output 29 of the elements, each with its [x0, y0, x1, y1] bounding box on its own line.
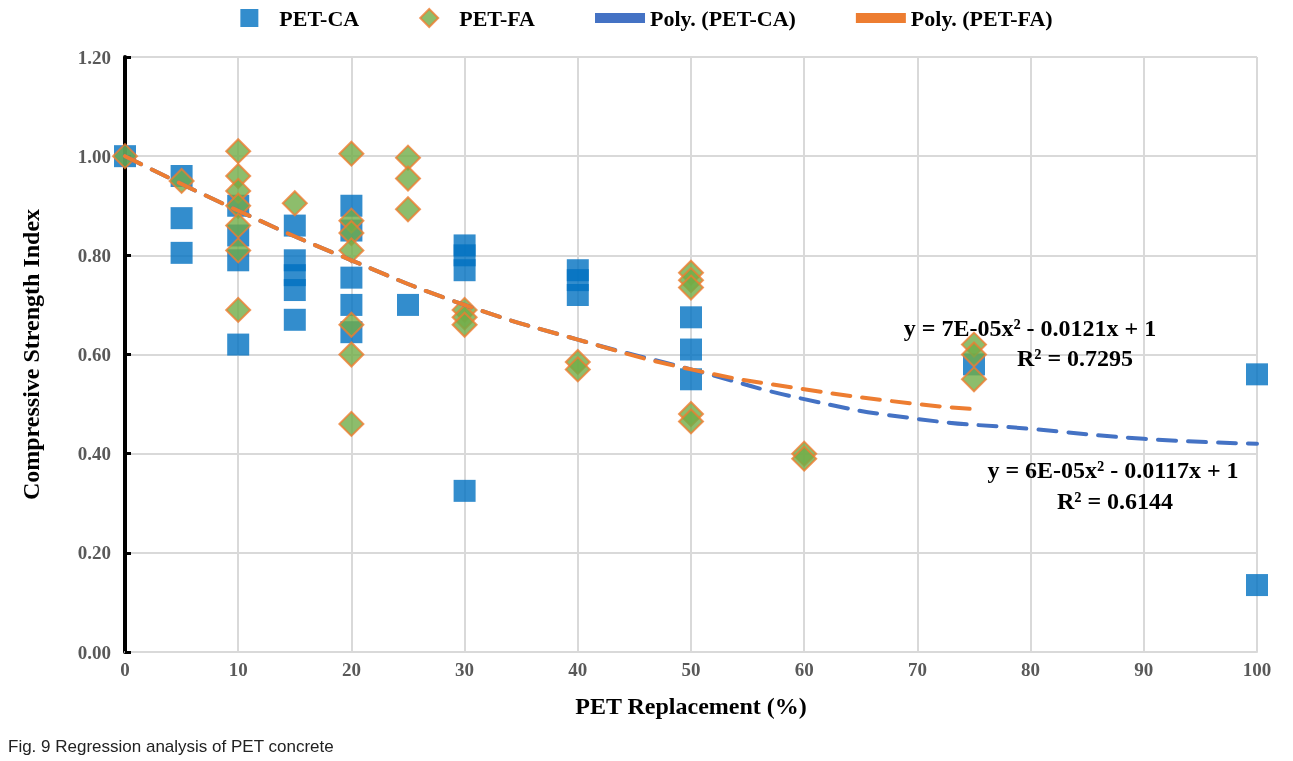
y-tick-label: 1.20 — [77, 46, 111, 68]
caption: Fig. 9 Regression analysis of PET concrete — [8, 737, 334, 756]
x-tick-label: 40 — [568, 659, 588, 680]
x-tick-label: 80 — [1021, 659, 1041, 680]
x-tick-label: 30 — [455, 659, 475, 680]
x-tick-label: 70 — [907, 659, 927, 680]
x-tick-label: 60 — [794, 659, 814, 680]
y-axis-title: Compressive Strength Index — [18, 208, 44, 501]
annotation: R² = 0.7295 — [1016, 345, 1134, 371]
legend-label: PET-CA — [279, 5, 360, 31]
x-tick-label: 20 — [341, 659, 361, 680]
x-tick-label: 50 — [681, 659, 701, 680]
x-tick-label: 0 — [120, 659, 130, 680]
y-tick-label: 0.00 — [77, 641, 111, 663]
y-tick-label: 0.20 — [77, 542, 111, 564]
legend-label: Poly. (PET-FA) — [910, 5, 1053, 31]
legend-label: PET-FA — [459, 5, 536, 31]
y-tick-label: 0.60 — [77, 344, 111, 365]
annotation: y = 7E-05x² - 0.0121x + 1 — [903, 315, 1157, 341]
annotation: R² = 0.6144 — [1056, 488, 1174, 514]
x-axis-title: PET Replacement (%) — [575, 693, 807, 719]
legend-label: Poly. (PET-CA) — [650, 5, 796, 31]
y-tick-label: 0.80 — [77, 244, 111, 266]
y-tick-label: 0.40 — [77, 443, 111, 465]
x-tick-label: 90 — [1134, 659, 1154, 680]
x-tick-label: 100 — [1242, 659, 1272, 680]
x-tick-label: 10 — [228, 659, 248, 680]
annotation: y = 6E-05x² - 0.0117x + 1 — [987, 457, 1239, 483]
y-tick-label: 1.00 — [77, 145, 111, 167]
